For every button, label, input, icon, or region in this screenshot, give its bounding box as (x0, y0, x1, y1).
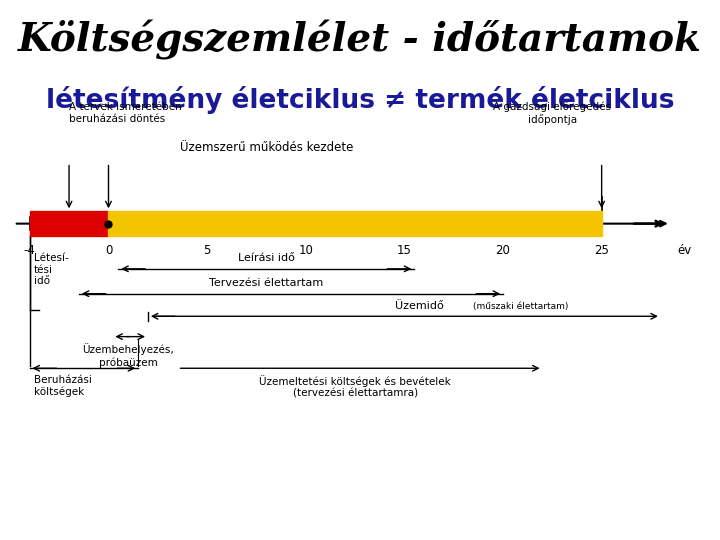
Text: Tervezési élettartam: Tervezési élettartam (210, 278, 323, 288)
Text: Leírási idő: Leírási idő (238, 253, 294, 264)
Text: -4: -4 (24, 244, 35, 257)
Text: 5: 5 (204, 244, 211, 257)
Text: 15: 15 (397, 244, 412, 257)
Text: A gazdsági elöregedés
időpontja: A gazdsági elöregedés időpontja (493, 102, 611, 125)
Text: 0: 0 (105, 244, 112, 257)
Text: 25: 25 (594, 244, 609, 257)
Bar (30, 211, 109, 236)
Bar (109, 211, 602, 236)
Text: Költségszemlélet - időtartamok: Költségszemlélet - időtartamok (18, 21, 702, 60)
Text: év: év (678, 244, 692, 257)
Text: A tervek ismeretében
beruházási döntés: A tervek ismeretében beruházási döntés (69, 102, 181, 124)
Text: 20: 20 (495, 244, 510, 257)
Text: Üzemidő: Üzemidő (395, 301, 444, 311)
Text: 10: 10 (298, 244, 313, 257)
Text: Létesí-
tési
idő: Létesí- tési idő (34, 253, 68, 286)
Text: Beruházási
költségek: Beruházási költségek (34, 375, 91, 397)
Text: létesítmény életciklus ≠ termék életciklus: létesítmény életciklus ≠ termék életcikl… (46, 86, 674, 114)
Text: Üzemeltetési költségek és bevételek
(tervezési élettartamra): Üzemeltetési költségek és bevételek (ter… (259, 375, 451, 399)
Text: Üzembehelyezés,
próbaüzem: Üzembehelyezés, próbaüzem (82, 343, 174, 368)
Text: Üzemszerű működés kezdete: Üzemszerű működés kezdete (179, 140, 353, 153)
Text: (műszaki élettartam): (műszaki élettartam) (474, 302, 569, 311)
